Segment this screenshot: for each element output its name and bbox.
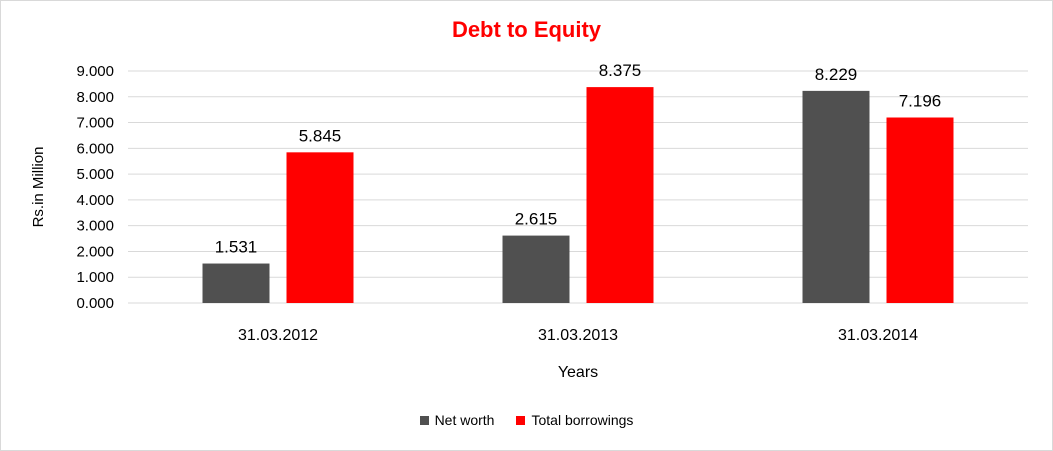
bar: [802, 90, 870, 303]
y-tick-label: 6.000: [76, 140, 114, 157]
data-label: 1.531: [215, 238, 258, 257]
data-label: 2.615: [515, 210, 558, 229]
legend-item-total-borrowings: Total borrowings: [516, 412, 633, 428]
legend: Net worth Total borrowings: [0, 412, 1053, 428]
y-tick-label: 8.000: [76, 89, 114, 106]
bar: [286, 152, 354, 303]
bar: [502, 235, 570, 303]
y-tick-label: 5.000: [76, 166, 114, 183]
x-tick-label: 31.03.2014: [838, 327, 918, 344]
y-tick-label: 4.000: [76, 192, 114, 209]
bar: [202, 263, 270, 303]
chart-title: Debt to Equity: [451, 17, 602, 42]
bar: [586, 87, 654, 303]
y-tick-label: 2.000: [76, 243, 114, 260]
data-label: 8.229: [815, 65, 858, 84]
data-label: 7.196: [899, 92, 942, 111]
y-tick-label: 1.000: [76, 269, 114, 286]
y-tick-label: 3.000: [76, 218, 114, 235]
y-axis-title: Rs.in Million: [30, 147, 47, 228]
legend-label-net-worth: Net worth: [434, 412, 495, 428]
x-tick-label: 31.03.2013: [538, 327, 618, 344]
x-tick-label: 31.03.2012: [238, 327, 318, 344]
y-tick-label: 7.000: [76, 115, 114, 132]
bar: [886, 117, 954, 303]
y-tick-label: 0.000: [76, 295, 114, 312]
legend-item-net-worth: Net worth: [419, 412, 495, 428]
data-label: 8.375: [599, 61, 642, 80]
legend-swatch-total-borrowings: [516, 415, 526, 425]
x-axis-title: Years: [558, 364, 598, 381]
legend-swatch-net-worth: [419, 415, 429, 425]
legend-label-total-borrowings: Total borrowings: [531, 412, 634, 428]
data-label: 5.845: [299, 126, 342, 145]
y-tick-label: 9.000: [76, 63, 114, 80]
